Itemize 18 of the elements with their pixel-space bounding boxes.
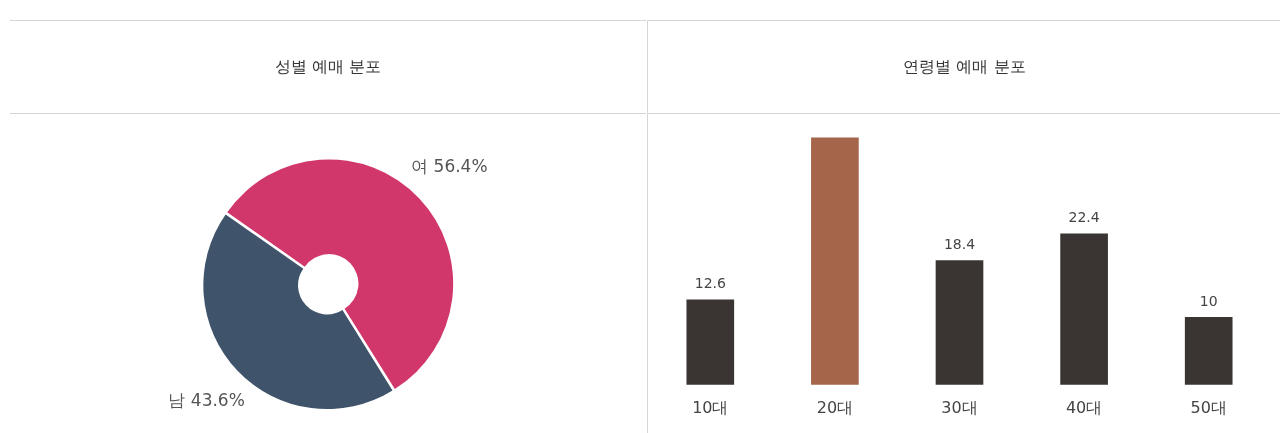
data-label: 12.6 [694, 275, 726, 292]
data-label: 10 [1199, 292, 1218, 309]
data-label: 22.4 [1068, 209, 1100, 226]
bar [935, 260, 984, 385]
chart-title: 연령별 예매 분포 [648, 21, 1280, 114]
chart-title: 성별 예매 분포 [10, 21, 646, 114]
bar [1060, 233, 1108, 385]
bar [811, 137, 859, 385]
slice-label: 남 43.6% [168, 389, 245, 410]
x-tick-label: 20대 [816, 397, 854, 417]
data-label: 18.4 [943, 236, 976, 253]
x-tick-label: 50대 [1190, 397, 1227, 417]
x-tick-label: 10대 [692, 397, 729, 417]
x-tick-label: 40대 [1065, 397, 1103, 417]
bar [1184, 317, 1233, 385]
slice-label: 여 56.4% [411, 156, 488, 177]
bar [686, 299, 735, 385]
x-tick-label: 30대 [941, 397, 978, 417]
